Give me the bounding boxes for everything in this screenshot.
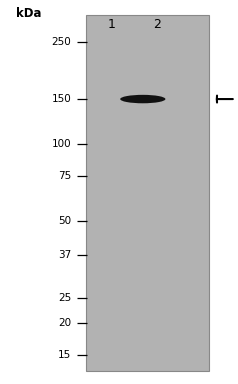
Text: 20: 20 <box>58 318 71 328</box>
Text: 150: 150 <box>52 94 71 104</box>
Text: 15: 15 <box>58 350 71 360</box>
Text: 250: 250 <box>52 37 71 47</box>
Text: 37: 37 <box>58 250 71 260</box>
Text: 25: 25 <box>58 293 71 303</box>
Bar <box>86 15 209 371</box>
Text: 1: 1 <box>108 18 116 31</box>
Text: 2: 2 <box>153 18 161 31</box>
Ellipse shape <box>120 95 165 103</box>
Text: kDa: kDa <box>16 7 41 20</box>
Text: 50: 50 <box>58 216 71 226</box>
Text: 75: 75 <box>58 171 71 181</box>
Text: 100: 100 <box>52 139 71 149</box>
